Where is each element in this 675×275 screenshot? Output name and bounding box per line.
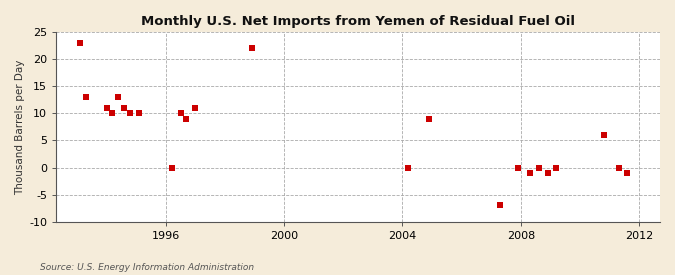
Text: Source: U.S. Energy Information Administration: Source: U.S. Energy Information Administ… [40,263,254,272]
Point [512,165,523,170]
Point [119,106,130,110]
Point [74,41,85,45]
Point [598,133,609,137]
Point [542,171,553,175]
Point [524,171,535,175]
Point [613,165,624,170]
Point [166,165,177,170]
Point [175,111,186,116]
Y-axis label: Thousand Barrels per Day: Thousand Barrels per Day [15,59,25,194]
Point [190,106,200,110]
Point [495,203,506,208]
Point [533,165,544,170]
Point [107,111,118,116]
Point [101,106,112,110]
Point [551,165,562,170]
Point [622,171,633,175]
Point [403,165,414,170]
Point [113,95,124,99]
Title: Monthly U.S. Net Imports from Yemen of Residual Fuel Oil: Monthly U.S. Net Imports from Yemen of R… [141,15,575,28]
Point [80,95,91,99]
Point [246,46,257,50]
Point [125,111,136,116]
Point [134,111,144,116]
Point [424,117,435,121]
Point [181,117,192,121]
